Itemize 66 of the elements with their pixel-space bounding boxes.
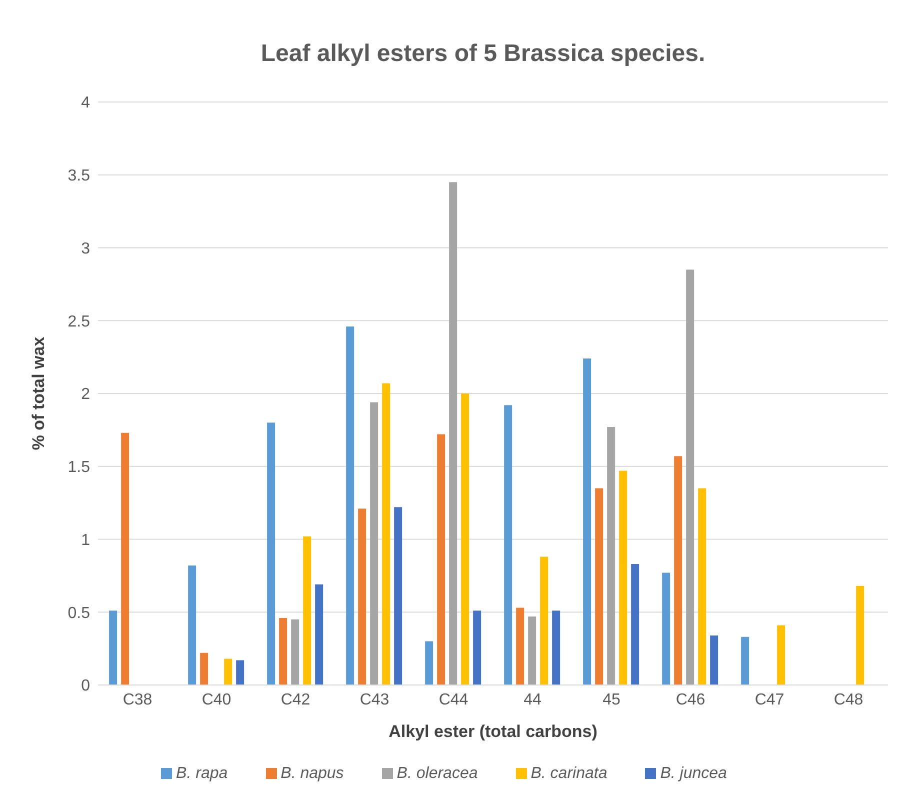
- x-tick-label: 44: [524, 691, 542, 708]
- y-tick-label: 3: [81, 240, 90, 258]
- x-tick-label: C43: [360, 691, 390, 708]
- bar: [437, 434, 446, 685]
- bar: [370, 402, 378, 685]
- bar: [528, 616, 536, 685]
- x-tick-label: C40: [202, 691, 232, 708]
- y-tick-label: 3.5: [68, 168, 90, 185]
- legend-label: B. carinata: [530, 765, 608, 782]
- bar: [595, 488, 604, 685]
- y-tick-label: 2.5: [68, 313, 90, 330]
- bar: [315, 584, 324, 685]
- bar: [583, 358, 592, 685]
- bar: [473, 610, 482, 685]
- bar: [267, 422, 276, 685]
- bar: [224, 658, 232, 685]
- bar: [188, 565, 196, 685]
- chart-title: Leaf alkyl esters of 5 Brassica species.: [260, 39, 706, 69]
- bar: [449, 182, 458, 685]
- bar: [674, 456, 682, 685]
- bar: [710, 635, 718, 685]
- bar: [698, 488, 706, 685]
- legend-label: B. napus: [280, 765, 344, 782]
- bar: [346, 326, 354, 685]
- y-tick-label: 1: [81, 532, 90, 549]
- x-axis-title: Alkyl ester (total carbons): [388, 722, 598, 741]
- bar: [461, 394, 470, 685]
- bar: [291, 619, 300, 685]
- x-tick-label: 45: [602, 691, 620, 708]
- legend-label: B. juncea: [660, 765, 727, 782]
- legend-label: B. oleracea: [396, 765, 478, 782]
- bar: [504, 405, 512, 685]
- bar: [662, 572, 670, 685]
- x-tick-label: C47: [754, 691, 784, 708]
- y-tick-label: 2: [81, 386, 90, 404]
- y-axis-title: % of total wax: [29, 336, 48, 450]
- bar: [425, 641, 434, 685]
- bar: [856, 586, 864, 685]
- bar: [619, 470, 628, 685]
- y-tick-label: 1.5: [68, 459, 90, 476]
- y-tick-label: 4: [81, 94, 90, 112]
- y-tick-label: 0.5: [68, 604, 90, 622]
- x-tick-label: C44: [438, 691, 468, 708]
- bar: [358, 508, 366, 685]
- bar: [121, 432, 130, 685]
- bar: [303, 536, 312, 685]
- bar: [777, 625, 786, 685]
- legend-label: B. rapa: [176, 765, 228, 782]
- x-tick-label: C38: [122, 691, 152, 708]
- x-tick-label: C42: [280, 691, 310, 708]
- x-tick-label: C48: [834, 691, 864, 708]
- bar: [394, 507, 402, 685]
- bar: [741, 636, 750, 685]
- y-tick-label: 0: [81, 678, 90, 695]
- bar: [200, 652, 208, 685]
- bar: [540, 556, 548, 685]
- bar: [382, 383, 390, 685]
- bar: [686, 270, 694, 685]
- bar: [236, 660, 244, 685]
- x-tick-label: C46: [676, 691, 706, 708]
- bar: [109, 610, 118, 685]
- bar: [516, 608, 524, 685]
- bar: [552, 610, 560, 685]
- bar: [607, 427, 616, 685]
- bar: [631, 564, 640, 685]
- bar: [279, 618, 288, 685]
